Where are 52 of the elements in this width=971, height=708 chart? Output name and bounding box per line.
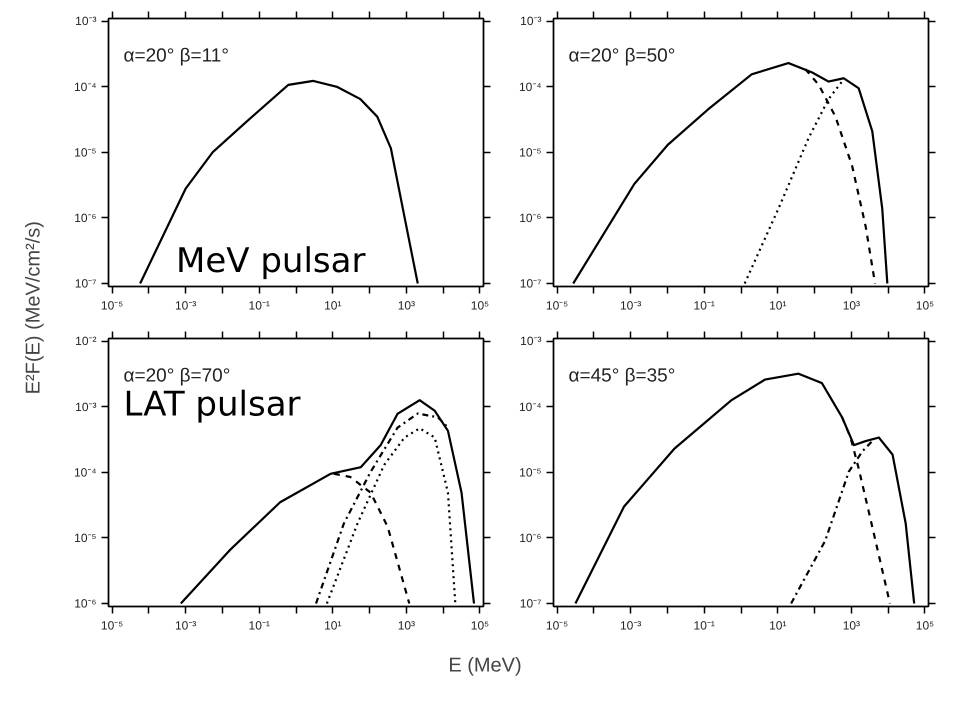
x-tick-label: 10¹	[769, 298, 786, 312]
y-tick-label: 10⁻⁴	[518, 80, 542, 94]
x-tick-label: 10³	[398, 618, 416, 632]
y-tick-label: 10⁻⁷	[74, 276, 97, 290]
y-tick-label: 10⁻⁵	[74, 530, 97, 545]
annotation: α=45° β=35°	[568, 366, 676, 387]
y-tick-label: 10⁻⁷	[520, 596, 542, 610]
x-tick-label: 10⁻⁵	[546, 298, 568, 312]
x-tick-label: 10¹	[324, 618, 342, 632]
y-axis-title: E²F(E) (MeV/cm²/s)	[22, 221, 44, 394]
y-tick-label: 10⁻⁵	[519, 145, 542, 160]
y-tick-label: 10⁻³	[75, 400, 97, 414]
x-tick-label: 10⁵	[916, 618, 934, 632]
x-tick-label: 10⁻¹	[694, 618, 715, 632]
x-tick-label: 10⁵	[470, 618, 490, 632]
y-tick-label: 10⁻⁶	[74, 596, 97, 610]
x-tick-label: 10⁻³	[620, 618, 642, 632]
x-tick-label: 10⁻³	[174, 298, 196, 312]
y-tick-label: 10⁻⁷	[520, 276, 542, 290]
x-tick-label: 10⁻¹	[248, 298, 270, 312]
y-tick-label: 10⁻⁵	[519, 465, 542, 480]
y-tick-label: 10⁻³	[520, 334, 542, 348]
y-tick-label: 10⁻⁴	[74, 465, 97, 480]
x-tick-label: 10¹	[324, 298, 342, 312]
y-tick-label: 10⁻⁴	[74, 80, 97, 94]
y-tick-label: 10⁻⁴	[518, 400, 542, 414]
x-tick-label: 10⁻⁵	[100, 298, 124, 312]
x-tick-label: 10⁻⁵	[546, 618, 568, 632]
annotation: α=20° β=11°	[124, 46, 229, 67]
annotation: LAT pulsar	[124, 384, 301, 424]
y-tick-label: 10⁻⁶	[519, 210, 542, 225]
y-tick-label: 10⁻⁶	[519, 530, 542, 545]
x-tick-label: 10⁵	[916, 298, 934, 312]
x-tick-label: 10⁻¹	[248, 618, 270, 632]
y-tick-label: 10⁻⁶	[74, 210, 97, 225]
annotation: α=20° β=70°	[124, 366, 230, 387]
x-tick-label: 10³	[398, 298, 416, 312]
x-tick-label: 10⁻¹	[694, 298, 715, 312]
annotation: α=20° β=50°	[568, 46, 676, 67]
x-tick-label: 10⁵	[470, 298, 490, 312]
y-tick-label: 10⁻³	[520, 14, 542, 28]
x-tick-label: 10⁻³	[620, 298, 642, 312]
x-axis-title: E (MeV)	[448, 654, 522, 676]
x-tick-label: 10¹	[769, 618, 786, 632]
x-tick-label: 10³	[842, 298, 860, 312]
y-tick-label: 10⁻⁵	[74, 145, 97, 160]
y-tick-label: 10⁻²	[75, 334, 97, 348]
annotation: MeV pulsar	[176, 241, 366, 282]
x-tick-label: 10⁻⁵	[100, 618, 124, 632]
y-tick-label: 10⁻³	[75, 14, 97, 28]
x-tick-label: 10³	[842, 618, 860, 632]
x-tick-label: 10⁻³	[174, 618, 196, 632]
